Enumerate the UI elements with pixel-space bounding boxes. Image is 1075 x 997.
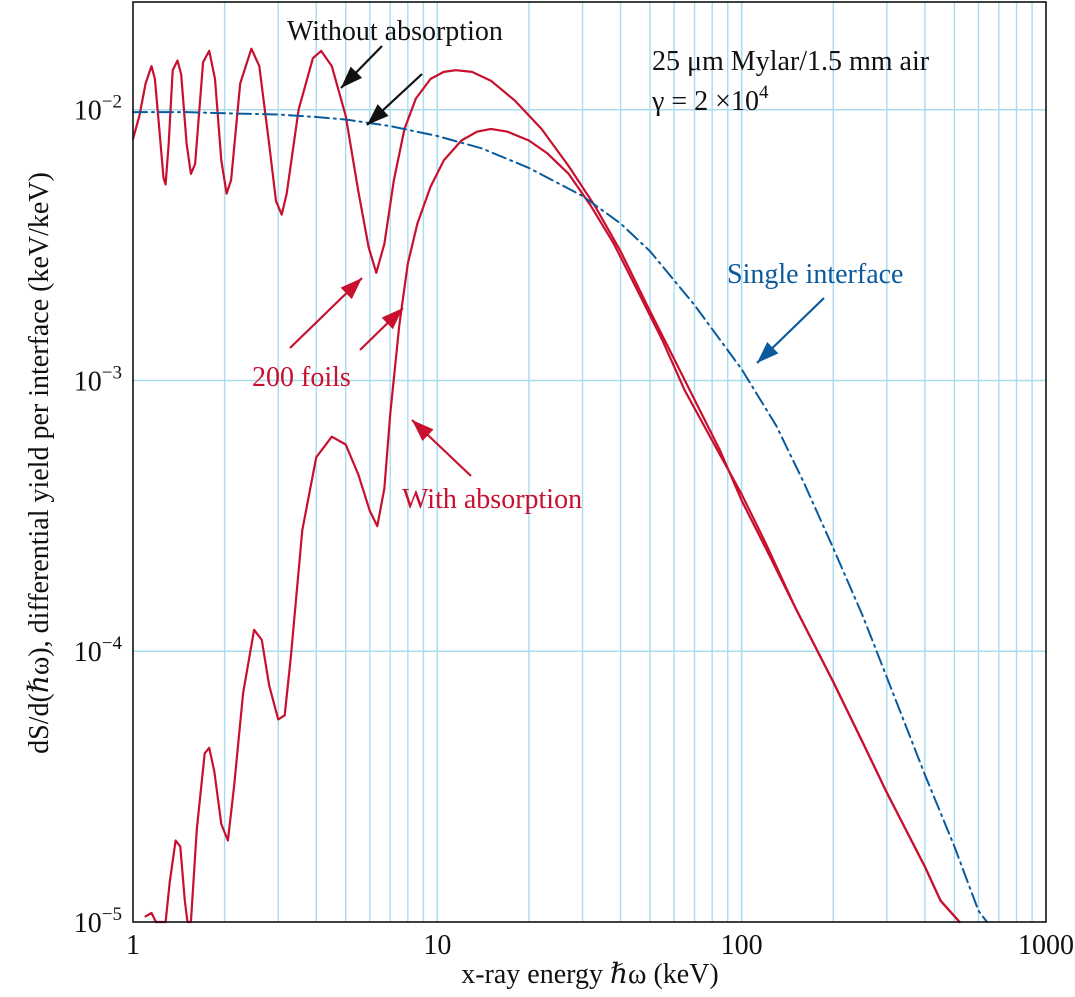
arrow-with-absorption-head: [412, 420, 434, 441]
annotation-gamma-text: γ = 2 ×10: [651, 86, 759, 117]
arrow-200-foils-2-head: [381, 308, 403, 330]
annotation-200-foils: 200 foils: [252, 362, 351, 393]
y-tick-label: 10−3: [74, 362, 122, 397]
x-tick-labels: 1 10 100 1000: [126, 930, 1074, 961]
series-curves: [131, 47, 988, 924]
annotation-material: 25 μm Mylar/1.5 mm air: [652, 46, 930, 77]
series-without-absorption: [131, 47, 961, 924]
x-tick-label: 1: [126, 930, 140, 961]
annotation-arrows: [289, 45, 825, 477]
x-axis-label: x-ray energy ℏω (keV): [461, 959, 719, 990]
series-with-absorption: [144, 127, 961, 924]
y-tick-label: 10−4: [74, 633, 123, 668]
x-tick-label: 1000: [1018, 930, 1074, 961]
y-axis-label: dS/d(ℏω), differential yield per interfa…: [24, 172, 55, 754]
arrow-200-foils-1-head: [340, 278, 362, 300]
annotation-with-absorption: With absorption: [402, 484, 582, 515]
annotation-without-absorption: Without absorption: [287, 16, 503, 47]
annotation-gamma: γ = 2 ×104: [651, 82, 769, 117]
annotation-single-interface: Single interface: [727, 259, 903, 290]
plot-frame: [132, 1, 1047, 923]
x-tick-label: 100: [721, 930, 763, 961]
y-tick-labels: 10−5 10−4 10−3 10−2: [74, 92, 123, 939]
series-single-interface: [132, 111, 988, 923]
arrow-without-absorption-1-head: [341, 66, 363, 88]
y-tick-label: 10−5: [74, 904, 122, 939]
annotation-gamma-exponent: 4: [759, 82, 769, 103]
grid-lines: [133, 2, 1046, 922]
arrow-without-absorption-2-head: [367, 104, 389, 125]
arrow-single-interface-head: [757, 341, 779, 363]
x-tick-label: 10: [423, 930, 451, 961]
y-tick-label: 10−2: [74, 92, 122, 127]
